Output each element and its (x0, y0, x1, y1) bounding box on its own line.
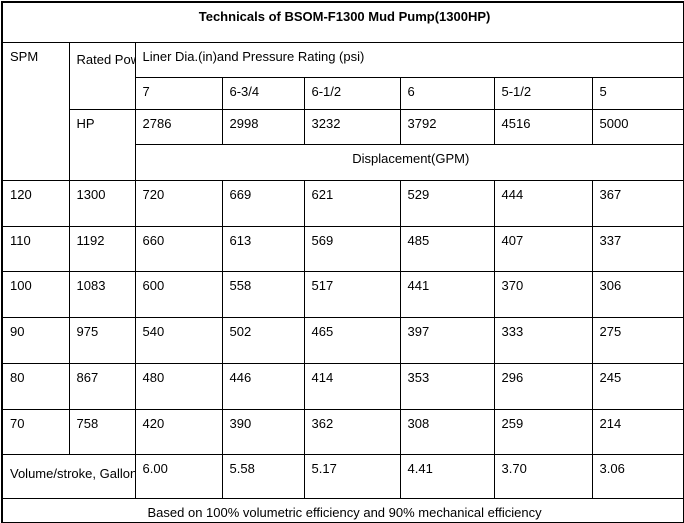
gpm-cell: 214 (591, 408, 684, 455)
efficiency-footnote: Based on 100% volumetric efficiency and … (1, 497, 684, 523)
volume-cell: 6.00 (134, 453, 223, 499)
gpm-cell: 480 (134, 362, 223, 410)
volume-cell: 3.70 (493, 453, 593, 499)
gpm-cell: 333 (493, 316, 593, 364)
liner-size-header: 5 (591, 76, 684, 110)
gpm-cell: 308 (399, 408, 495, 455)
gpm-cell: 529 (399, 179, 495, 227)
gpm-cell: 600 (134, 270, 223, 318)
pressure-rating-cell: 2786 (134, 108, 223, 145)
gpm-cell: 540 (134, 316, 223, 364)
gpm-cell: 306 (591, 270, 684, 318)
pressure-rating-cell: 3232 (303, 108, 401, 145)
gpm-cell: 502 (221, 316, 305, 364)
volume-row: Volume/stroke, Gallon 6.00 5.58 5.17 4.4… (1, 453, 684, 499)
spm-cell: 90 (1, 316, 70, 364)
gpm-cell: 660 (134, 225, 223, 272)
spm-cell: 120 (1, 179, 70, 227)
gpm-cell: 370 (493, 270, 593, 318)
liner-size-header: 6-1/2 (303, 76, 401, 110)
gpm-cell: 414 (303, 362, 401, 410)
table-row: 90 975 540 502 465 397 333 275 (1, 316, 684, 364)
gpm-cell: 613 (221, 225, 305, 272)
gpm-cell: 569 (303, 225, 401, 272)
gpm-cell: 390 (221, 408, 305, 455)
pressure-rating-cell: 4516 (493, 108, 593, 145)
pressure-rating-cell: 5000 (591, 108, 684, 145)
volume-cell: 4.41 (399, 453, 495, 499)
gpm-cell: 367 (591, 179, 684, 227)
liner-size-header: 7 (134, 76, 223, 110)
gpm-cell: 337 (591, 225, 684, 272)
gpm-cell: 275 (591, 316, 684, 364)
volume-stroke-label: Volume/stroke, Gallon (1, 453, 136, 499)
spm-cell: 80 (1, 362, 70, 410)
gpm-cell: 485 (399, 225, 495, 272)
table-row: 100 1083 600 558 517 441 370 306 (1, 270, 684, 318)
gpm-cell: 465 (303, 316, 401, 364)
rated-power-header: Rated Power (68, 41, 136, 110)
table-row: 110 1192 660 613 569 485 407 337 (1, 225, 684, 272)
gpm-cell: 558 (221, 270, 305, 318)
gpm-cell: 446 (221, 362, 305, 410)
hp-cell: 1300 (68, 179, 136, 227)
gpm-cell: 444 (493, 179, 593, 227)
gpm-cell: 245 (591, 362, 684, 410)
gpm-cell: 353 (399, 362, 495, 410)
volume-cell: 5.17 (303, 453, 401, 499)
gpm-cell: 669 (221, 179, 305, 227)
hp-cell: 867 (68, 362, 136, 410)
hp-cell: 758 (68, 408, 136, 455)
liner-size-header: 6-3/4 (221, 76, 305, 110)
table-row: 80 867 480 446 414 353 296 245 (1, 362, 684, 410)
gpm-cell: 621 (303, 179, 401, 227)
gpm-cell: 441 (399, 270, 495, 318)
gpm-cell: 420 (134, 408, 223, 455)
hp-column-header: HP (68, 108, 136, 181)
hp-cell: 975 (68, 316, 136, 364)
liner-pressure-header: Liner Dia.(in)and Pressure Rating (psi) (134, 41, 684, 78)
liner-size-header: 6 (399, 76, 495, 110)
gpm-cell: 720 (134, 179, 223, 227)
spm-cell: 110 (1, 225, 70, 272)
displacement-header: Displacement(GPM) (134, 143, 684, 181)
pressure-rating-cell: 3792 (399, 108, 495, 145)
table-row: 120 1300 720 669 621 529 444 367 (1, 179, 684, 227)
spm-column-header: SPM (1, 41, 70, 181)
gpm-cell: 259 (493, 408, 593, 455)
spm-cell: 70 (1, 408, 70, 455)
gpm-cell: 296 (493, 362, 593, 410)
gpm-cell: 397 (399, 316, 495, 364)
volume-cell: 5.58 (221, 453, 305, 499)
pressure-rating-cell: 2998 (221, 108, 305, 145)
table-row: 70 758 420 390 362 308 259 214 (1, 408, 684, 455)
gpm-cell: 517 (303, 270, 401, 318)
gpm-cell: 362 (303, 408, 401, 455)
liner-size-header: 5-1/2 (493, 76, 593, 110)
gpm-cell: 407 (493, 225, 593, 272)
spm-cell: 100 (1, 270, 70, 318)
hp-cell: 1192 (68, 225, 136, 272)
hp-cell: 1083 (68, 270, 136, 318)
volume-cell: 3.06 (591, 453, 684, 499)
table-title: Technicals of BSOM-F1300 Mud Pump(1300HP… (1, 1, 684, 43)
